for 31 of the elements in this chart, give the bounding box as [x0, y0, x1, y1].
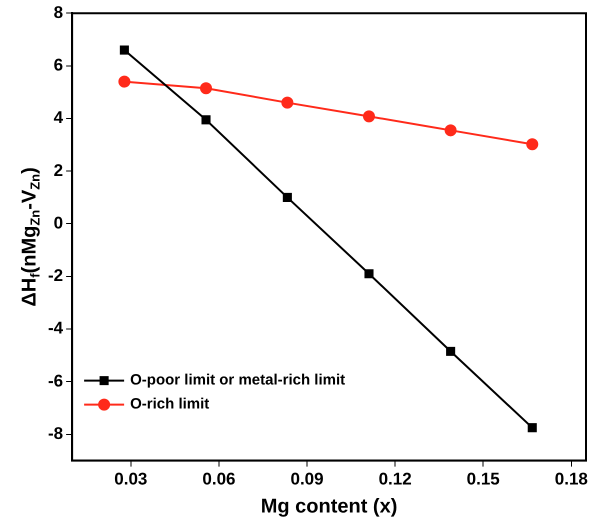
- y-tick-label: 8: [54, 2, 64, 22]
- point: [446, 346, 456, 356]
- y-tick-label: -8: [48, 424, 64, 443]
- y-tick-label: 0: [54, 213, 64, 232]
- legend-label: O-poor limit or metal-rich limit: [130, 372, 346, 389]
- point: [526, 138, 538, 150]
- x-tick-label: 0.03: [114, 469, 148, 488]
- y-tick-label: -6: [48, 371, 64, 390]
- y-axis-title: ΔHf(nMgZn-VZn): [18, 167, 43, 307]
- point: [200, 82, 212, 94]
- point: [201, 115, 211, 124]
- x-tick-label: 0.12: [378, 469, 412, 488]
- point: [364, 269, 374, 278]
- point: [120, 46, 129, 55]
- y-tick-label: 4: [54, 108, 64, 128]
- point: [281, 96, 294, 109]
- point: [528, 423, 537, 432]
- point: [444, 124, 457, 136]
- x-tick-label: 0.06: [202, 469, 236, 488]
- legend-label: O-rich limit: [130, 396, 210, 413]
- x-axis-title: Mg content (x): [260, 496, 398, 518]
- x-tick-label: 0.09: [290, 469, 324, 488]
- x-tick-label: 0.18: [554, 469, 588, 488]
- y-tick-label: 2: [54, 160, 64, 180]
- y-tick-label: -4: [48, 318, 64, 338]
- point: [118, 76, 130, 88]
- point: [282, 192, 292, 202]
- y-tick-label: 6: [54, 56, 64, 75]
- x-tick-label: 0.15: [466, 469, 500, 488]
- point: [362, 110, 375, 122]
- y-tick-label: -2: [48, 266, 64, 286]
